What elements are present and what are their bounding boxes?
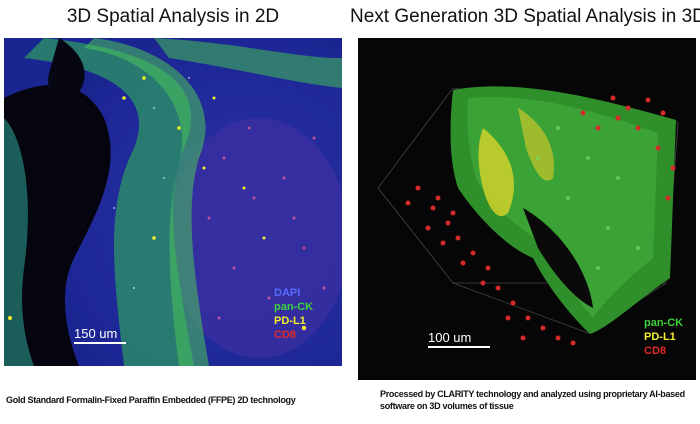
legend-dapi: DAPI [274, 287, 301, 299]
right-legend: pan-CK PD-L1 CD8 [644, 316, 683, 358]
left-panel-title: 3D Spatial Analysis in 2D [66, 6, 280, 27]
right-scale-label: 100 um [428, 330, 472, 345]
legend-pd-l1: PD-L1 [644, 331, 676, 343]
legend-pan-ck: pan-CK [274, 301, 314, 313]
right-scale-line [428, 346, 490, 348]
legend-pd-l1: PD-L1 [274, 315, 306, 327]
right-caption: Processed by CLARITY technology and anal… [380, 389, 685, 411]
legend-cd8: CD8 [644, 345, 667, 357]
right-panel-title: Next Generation 3D Spatial Analysis in 3… [350, 6, 700, 27]
left-legend: DAPI pan-CK PD-L1 CD8 [274, 286, 313, 342]
microscopy-2d-image: DAPI pan-CK PD-L1 CD8 150 um [4, 38, 342, 366]
left-scale-line [74, 342, 126, 344]
left-scale-bar: 150 um [74, 326, 126, 344]
legend-pan-ck: pan-CK [644, 317, 684, 329]
left-scale-label: 150 um [74, 326, 118, 341]
legend-cd8: CD8 [274, 329, 297, 341]
tissue-2d-illustration [4, 38, 342, 366]
right-scale-bar: 100 um [428, 330, 490, 348]
tissue-3d-illustration [358, 38, 696, 380]
render-3d-image: pan-CK PD-L1 CD8 100 um [358, 38, 696, 380]
left-caption: Gold Standard Formalin-Fixed Paraffin Em… [6, 395, 296, 405]
